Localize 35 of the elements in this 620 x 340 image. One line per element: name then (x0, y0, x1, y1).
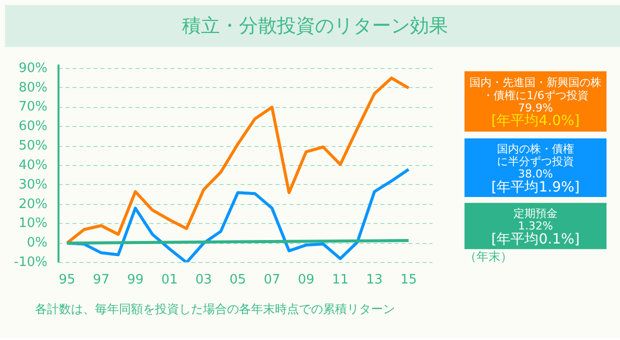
x-tick-label: 03 (195, 272, 212, 288)
x-tick-label: 05 (230, 272, 246, 288)
y-tick-label: 20% (18, 196, 48, 212)
y-tick-label: 80% (18, 80, 48, 96)
y-tick-label: 90% (18, 60, 48, 76)
y-tick-label: 0% (26, 236, 48, 251)
y-tick-label: 40% (18, 158, 48, 173)
text: 国内の株・債権に半分ずつ投資 (497, 142, 574, 168)
x-tick-label: 13 (366, 272, 383, 288)
text: 国内・先進国・新興国の株・債権に1/6ずつ投資 (470, 76, 602, 102)
line-series (66, 76, 410, 245)
y-tick-label: 70% (18, 100, 48, 115)
chart-title: 積立・分散投資のリターン効果 (182, 14, 448, 39)
x-tick-label: 01 (161, 272, 178, 288)
y-tick-label: 30% (18, 177, 48, 192)
x-tick-label: 95 (58, 272, 76, 288)
text: 38.0% (518, 168, 553, 181)
text: 定期預金 (514, 207, 558, 220)
y-tick-label: 60% (18, 119, 48, 134)
x-tick-label: 15 (400, 272, 417, 288)
text: [年平均0.1%] (491, 231, 580, 248)
y-tick-label: 10% (18, 216, 48, 232)
x-tick-label: 09 (298, 272, 314, 288)
x-tick-label: 07 (264, 272, 280, 288)
text: 79.9% (518, 101, 553, 114)
text: [年平均4.0%] (491, 113, 580, 130)
x-tick-label: 97 (92, 272, 110, 288)
x-axis-title: （年末） (464, 250, 512, 264)
y-tick-label: 50% (18, 138, 48, 154)
x-tick-label: 11 (332, 272, 349, 288)
text: 各計数は、毎年同額を投資した場合の各年末時点での累積リターン (35, 301, 395, 318)
text: 1.32% (518, 220, 553, 233)
x-tick-label: 99 (127, 272, 144, 288)
text: [年平均1.9%] (491, 179, 580, 196)
y-tick-label: -10% (14, 255, 48, 270)
